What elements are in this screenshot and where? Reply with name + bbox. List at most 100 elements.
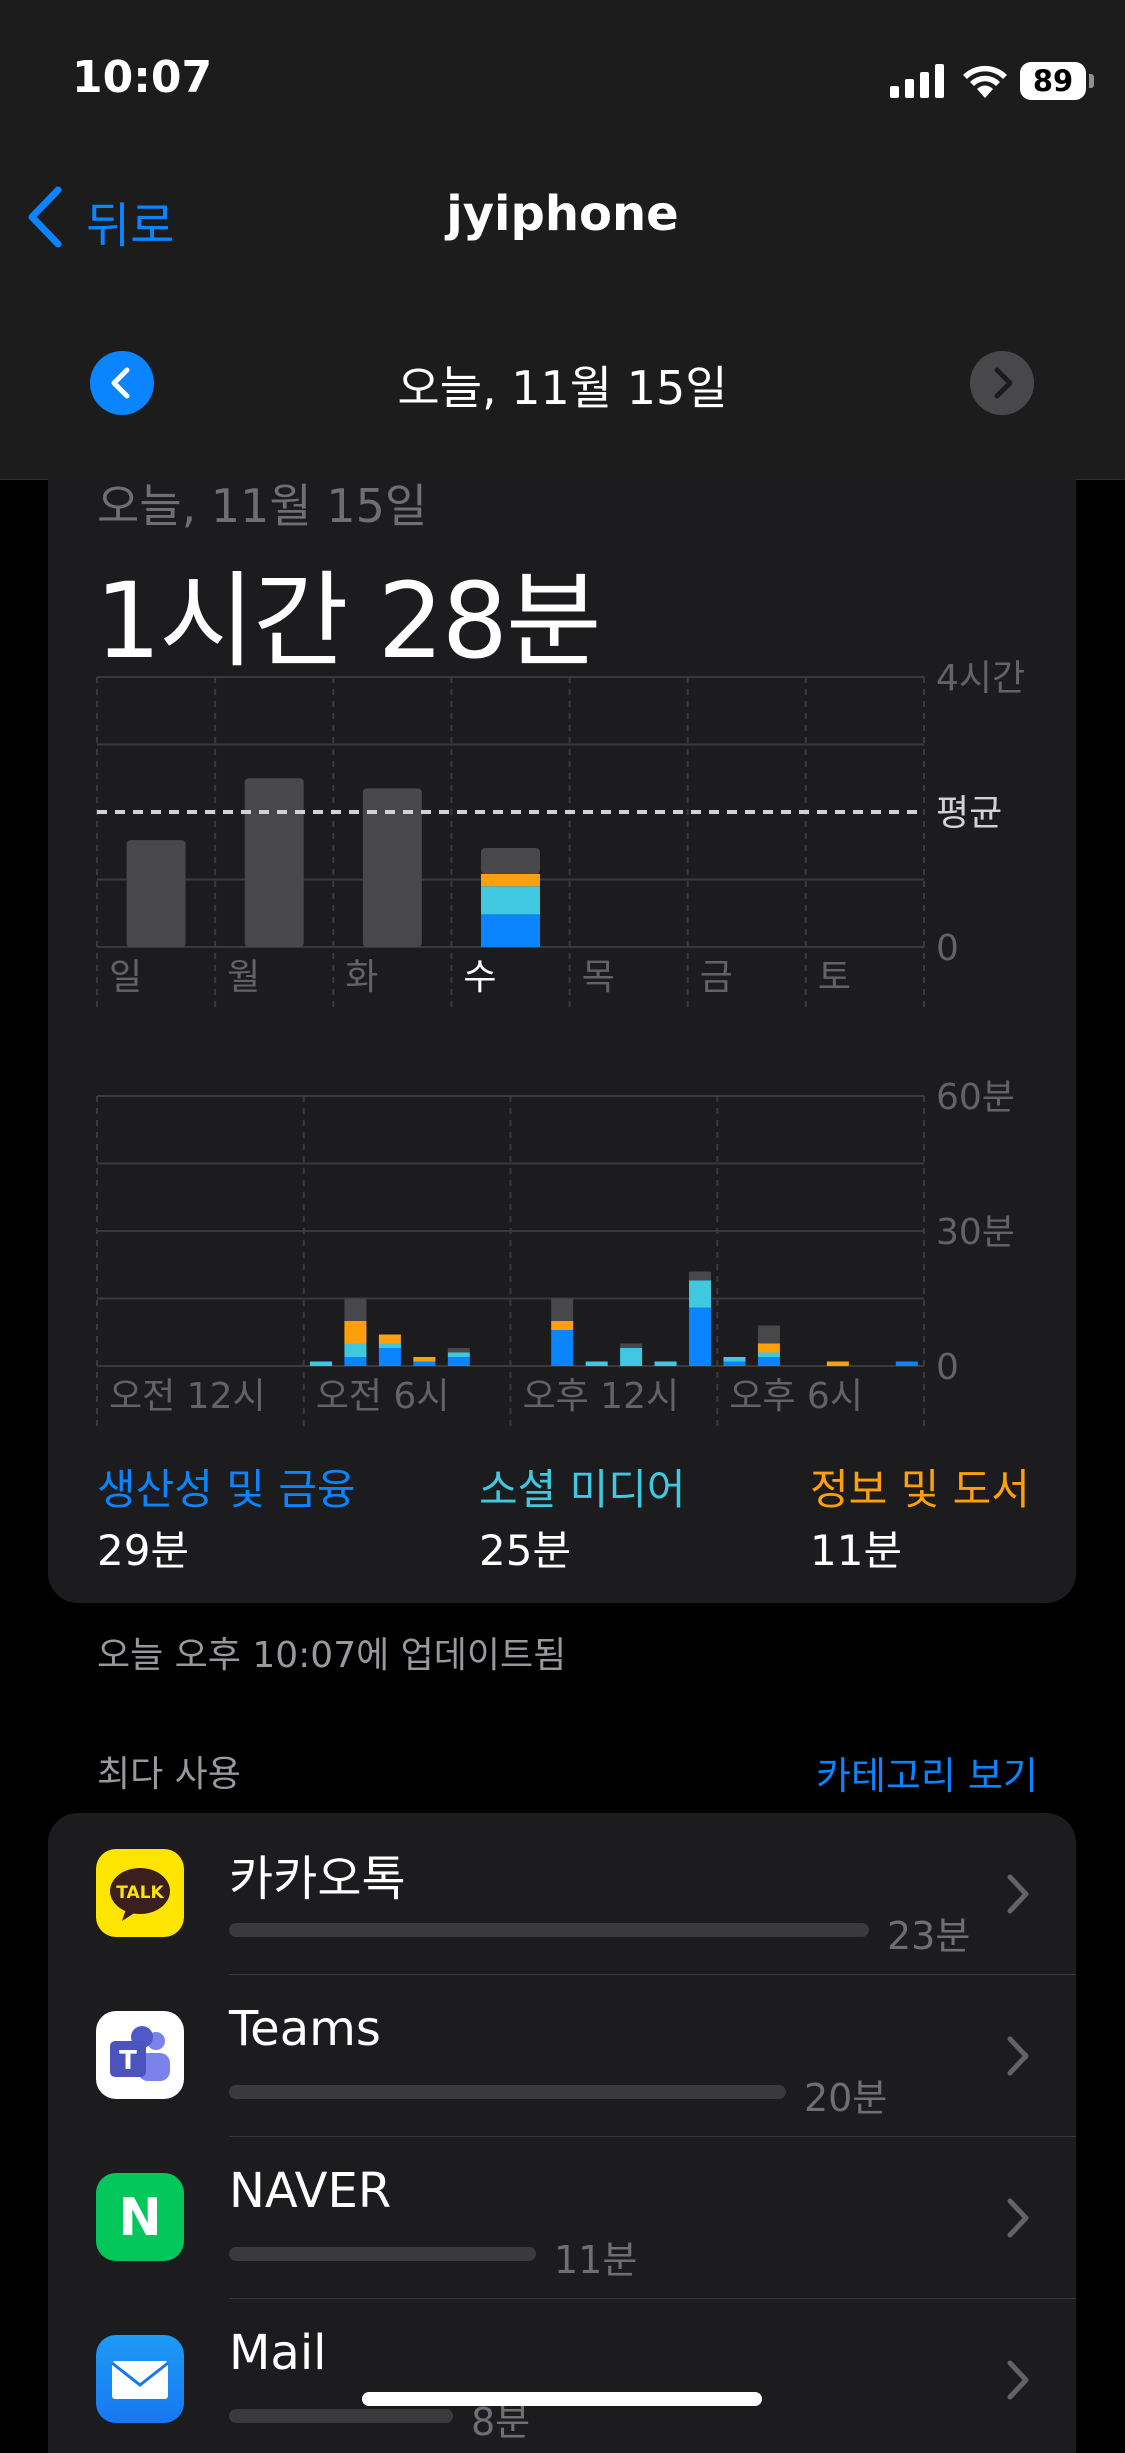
hourly-bar-7 bbox=[344, 1343, 367, 1357]
svg-text:TALK: TALK bbox=[116, 1883, 164, 1903]
updated-timestamp: 오늘 오후 10:07에 업데이트됨 bbox=[97, 1635, 567, 1676]
app-usage-time: 20분 bbox=[804, 2076, 888, 2120]
day-label: 금 bbox=[700, 957, 733, 998]
cellular-signal-icon bbox=[890, 64, 944, 98]
x-axis-label: 오전 6시 bbox=[316, 1376, 450, 1417]
hourly-bar-21 bbox=[826, 1361, 849, 1366]
hourly-usage-chart: 오전 12시 오전 6시 오후 12시 오후 6시 60분 30분 0 bbox=[96, 1080, 1015, 1426]
chevron-right-icon bbox=[1007, 2360, 1029, 2400]
app-row-naver[interactable]: N NAVER 11분 bbox=[48, 2137, 1076, 2299]
legend-info-value: 11분 bbox=[810, 1526, 903, 1575]
hourly-bar-17 bbox=[689, 1307, 712, 1366]
legend-info-label: 정보 및 도서 bbox=[810, 1465, 1030, 1514]
app-usage-bar bbox=[229, 2409, 453, 2423]
home-indicator bbox=[362, 2392, 762, 2406]
weekly-bar-일 bbox=[126, 840, 186, 947]
chevron-right-icon bbox=[1007, 1874, 1029, 1914]
hourly-bar-8 bbox=[378, 1343, 401, 1348]
total-screen-time: 1시간 28분 bbox=[95, 560, 602, 682]
current-date-label: 오늘, 11월 15일 bbox=[397, 361, 728, 415]
page-title: jyiphone bbox=[446, 186, 679, 242]
hourly-bar-10 bbox=[447, 1357, 470, 1366]
weekly-bar-월 bbox=[244, 778, 304, 947]
svg-text:N: N bbox=[118, 2188, 162, 2248]
y-axis-label: 평균 bbox=[936, 793, 1002, 834]
legend-productivity-label: 생산성 및 금융 bbox=[97, 1465, 356, 1514]
y-axis-label: 0 bbox=[936, 928, 959, 969]
hourly-bar-8 bbox=[378, 1348, 401, 1366]
battery-icon: 89 bbox=[1020, 62, 1086, 100]
row-separator bbox=[229, 1974, 1076, 1975]
x-axis-label: 오후 12시 bbox=[523, 1376, 680, 1417]
kakaotalk-icon: TALK bbox=[96, 1849, 184, 1937]
app-name: Teams bbox=[229, 2001, 381, 2057]
hourly-bar-13 bbox=[551, 1298, 574, 1321]
hourly-bar-9 bbox=[413, 1361, 436, 1366]
chevron-left-icon bbox=[111, 367, 130, 399]
status-time: 10:07 bbox=[72, 52, 213, 103]
day-label: 월 bbox=[227, 957, 260, 998]
x-axis-label: 오후 6시 bbox=[729, 1376, 863, 1417]
weekly-bar-수 bbox=[481, 848, 540, 874]
day-label: 목 bbox=[582, 957, 615, 998]
previous-day-button[interactable] bbox=[90, 351, 154, 415]
battery-cap bbox=[1089, 74, 1094, 88]
weekly-bar-수 bbox=[481, 886, 540, 915]
hourly-bar-17 bbox=[689, 1280, 712, 1308]
day-label: 화 bbox=[345, 957, 378, 998]
hourly-bar-19 bbox=[757, 1357, 780, 1366]
hourly-bar-10 bbox=[447, 1352, 470, 1357]
battery-level: 89 bbox=[1032, 64, 1074, 98]
hourly-bar-14 bbox=[585, 1361, 608, 1366]
most-used-header: 최다 사용 bbox=[97, 1754, 241, 1795]
hourly-bar-10 bbox=[447, 1348, 470, 1353]
y-axis-label: 60분 bbox=[936, 1080, 1015, 1118]
weekly-bar-수 bbox=[481, 914, 540, 947]
legend-social-label: 소셜 미디어 bbox=[479, 1465, 686, 1514]
app-usage-bar bbox=[229, 2247, 536, 2261]
next-day-button[interactable] bbox=[970, 351, 1034, 415]
legend-productivity: 생산성 및 금융 29분 bbox=[97, 1456, 356, 1578]
back-chevron-icon[interactable] bbox=[20, 182, 70, 252]
hourly-bar-18 bbox=[723, 1357, 746, 1362]
chevron-right-icon bbox=[1007, 2198, 1029, 2238]
summary-date: 오늘, 11월 15일 bbox=[97, 479, 428, 533]
hourly-bar-19 bbox=[757, 1352, 780, 1357]
hourly-bar-7 bbox=[344, 1357, 367, 1366]
hourly-bar-9 bbox=[413, 1357, 436, 1362]
chevron-right-icon bbox=[994, 367, 1013, 399]
hourly-bar-13 bbox=[551, 1330, 574, 1366]
app-row-mail[interactable]: Mail 8분 bbox=[48, 2299, 1076, 2453]
legend-productivity-value: 29분 bbox=[97, 1526, 190, 1575]
hourly-bar-17 bbox=[689, 1271, 712, 1281]
back-button[interactable]: 뒤로 bbox=[86, 198, 175, 254]
weekly-bar-화 bbox=[362, 788, 422, 947]
hourly-bar-13 bbox=[551, 1321, 574, 1330]
app-row-kakaotalk[interactable]: TALK 카카오톡 23분 bbox=[48, 1813, 1076, 1975]
app-usage-bar bbox=[229, 1923, 869, 1937]
x-axis-label: 오전 12시 bbox=[109, 1376, 266, 1417]
view-categories-button[interactable]: 카테고리 보기 bbox=[816, 1754, 1038, 1798]
mail-icon bbox=[96, 2335, 184, 2423]
teams-icon: T bbox=[96, 2011, 184, 2099]
legend-social: 소셜 미디어 25분 bbox=[479, 1456, 686, 1578]
hourly-bar-15 bbox=[620, 1343, 643, 1348]
hourly-bar-7 bbox=[344, 1321, 367, 1344]
app-name: Mail bbox=[229, 2325, 327, 2381]
y-axis-label: 4시간 bbox=[936, 658, 1025, 699]
hourly-bar-7 bbox=[344, 1298, 367, 1321]
legend-info: 정보 및 도서 11분 bbox=[810, 1456, 1030, 1578]
weekly-bar-수 bbox=[481, 873, 540, 887]
app-name: NAVER bbox=[229, 2163, 392, 2219]
screen-time-card bbox=[48, 479, 1076, 1603]
day-label: 일 bbox=[109, 957, 142, 998]
most-used-app-list: TALK 카카오톡 23분 T Teams 20분 bbox=[48, 1813, 1076, 2453]
app-row-teams[interactable]: T Teams 20분 bbox=[48, 1975, 1076, 2137]
app-name: 카카오톡 bbox=[229, 1851, 406, 1907]
hourly-bar-18 bbox=[723, 1361, 746, 1366]
wifi-icon bbox=[963, 65, 1007, 98]
hourly-bar-19 bbox=[757, 1343, 780, 1353]
y-axis-label: 30분 bbox=[936, 1212, 1015, 1253]
hourly-bar-6 bbox=[309, 1361, 332, 1366]
